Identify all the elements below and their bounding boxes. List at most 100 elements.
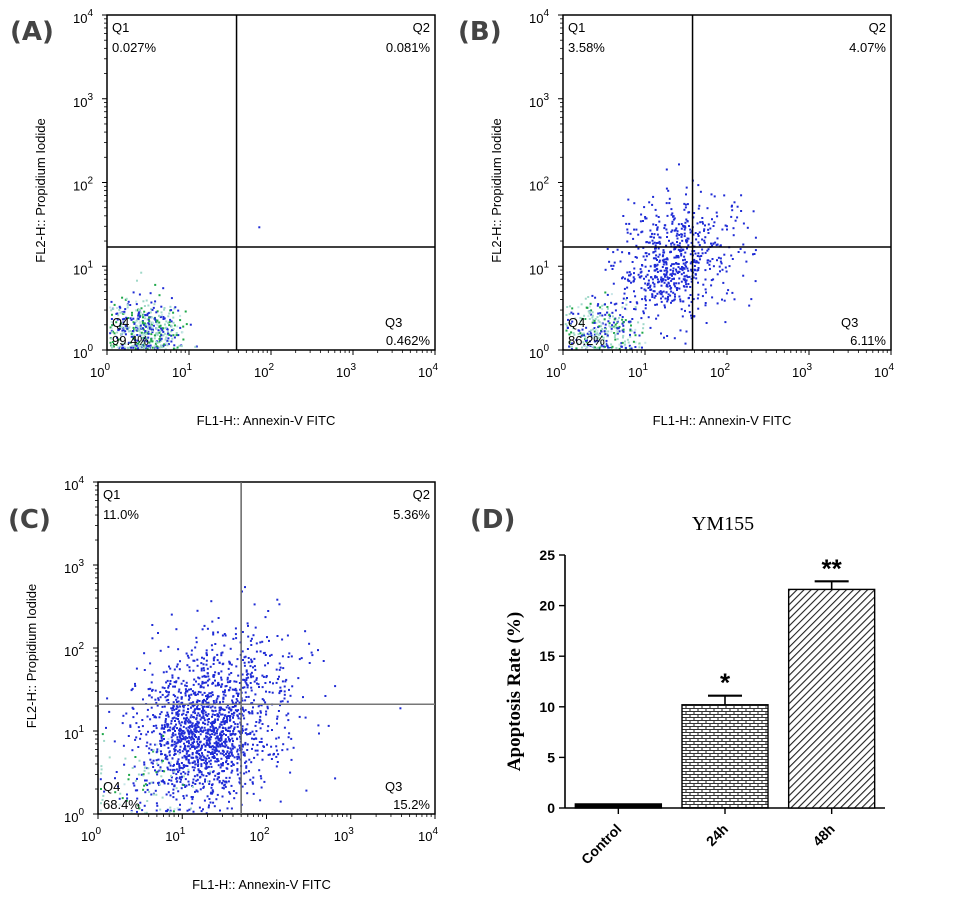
scatter-point — [170, 340, 173, 343]
scatter-point — [110, 318, 113, 320]
scatter-point — [207, 739, 210, 742]
scatter-point — [582, 318, 585, 321]
scatter-point — [246, 672, 249, 675]
scatter-point — [100, 788, 102, 790]
scatter-point — [205, 763, 208, 766]
scatter-points — [564, 163, 757, 351]
scatter-point — [672, 291, 675, 294]
scatter-point — [667, 278, 670, 280]
scatter-point — [629, 273, 632, 276]
quadrant-q3-label: Q3 — [841, 315, 858, 330]
scatter-point — [236, 768, 239, 771]
scatter-point — [168, 754, 171, 757]
scatter-point — [611, 268, 614, 270]
scatter-point — [178, 730, 181, 732]
scatter-point — [227, 711, 230, 714]
scatter-point — [722, 281, 725, 284]
x-tick-label: 100 — [90, 362, 110, 380]
scatter-point — [660, 278, 662, 281]
scatter-point — [241, 785, 244, 788]
scatter-point — [753, 253, 756, 255]
scatter-point — [203, 681, 206, 684]
scatter-point — [665, 228, 668, 231]
scatter-point — [196, 738, 199, 741]
scatter-point — [178, 777, 181, 780]
scatter-point — [236, 769, 239, 772]
scatter-point — [654, 244, 657, 247]
scatter-point — [207, 684, 209, 687]
scatter-point — [206, 715, 209, 717]
x-tick-label: 103 — [336, 362, 356, 380]
scatter-point — [169, 794, 172, 797]
scatter-point — [656, 227, 659, 230]
scatter-point — [680, 227, 683, 230]
scatter-point — [198, 743, 201, 746]
scatter-point — [287, 736, 290, 739]
scatter-point — [610, 343, 613, 346]
scatter-point — [167, 737, 170, 740]
scatter-point — [194, 691, 197, 694]
scatter-point — [155, 771, 158, 774]
scatter-point — [599, 312, 602, 315]
scatter-point — [151, 346, 154, 349]
scatter-point — [160, 780, 163, 783]
scatter-point — [604, 328, 607, 331]
scatter-point — [121, 331, 124, 334]
scatter-point — [163, 343, 166, 346]
scatter-point — [621, 316, 624, 318]
scatter-point — [272, 753, 275, 756]
scatter-point — [678, 163, 680, 166]
scatter-point — [247, 661, 250, 664]
scatter-point — [254, 749, 257, 752]
scatter-point — [222, 662, 225, 665]
scatter-point — [121, 342, 124, 345]
scatter-point — [137, 335, 140, 338]
scatter-point — [590, 344, 593, 347]
scatter-point — [229, 708, 232, 711]
scatter-point — [198, 753, 200, 755]
scatter-point — [639, 271, 642, 274]
scatter-point — [213, 702, 215, 705]
scatter-point — [167, 768, 170, 771]
scatter-point — [143, 305, 146, 307]
scatter-point — [644, 216, 647, 218]
scatter-point — [247, 635, 250, 638]
scatter-point — [610, 301, 613, 304]
scatter-point — [724, 266, 727, 269]
scatter-point — [197, 712, 200, 715]
scatter-point — [183, 766, 186, 769]
scatter-point — [184, 786, 187, 788]
scatter-point — [634, 341, 637, 344]
scatter-point — [188, 688, 191, 691]
scatter-point — [216, 777, 219, 780]
scatter-point — [127, 778, 130, 781]
scatter-point — [606, 306, 609, 308]
scatter-point — [164, 757, 167, 760]
scatter-point — [243, 717, 246, 720]
scatter-point — [206, 723, 209, 726]
scatter-point — [158, 331, 161, 334]
scatter-point — [195, 789, 198, 792]
scatter-point — [176, 736, 179, 739]
scatter-point — [134, 347, 137, 350]
scatter-point — [205, 702, 208, 705]
scatter-point — [150, 333, 153, 336]
scatter-point — [252, 706, 254, 709]
scatter-point — [654, 247, 657, 250]
scatter-point — [121, 329, 124, 332]
scatter-point — [290, 655, 293, 658]
scatter-point — [181, 750, 184, 753]
scatter-point — [206, 766, 209, 769]
scatter-point — [592, 319, 595, 321]
scatter-point — [629, 320, 632, 323]
scatter-point — [594, 335, 597, 338]
scatter-point — [754, 280, 757, 283]
scatter-point — [111, 341, 114, 343]
scatter-point — [599, 306, 602, 309]
scatter-point — [198, 708, 201, 711]
scatter-point — [228, 740, 231, 743]
scatter-point — [145, 330, 148, 333]
scatter-point — [174, 695, 176, 698]
scatter-point — [177, 790, 180, 793]
scatter-point — [130, 331, 133, 333]
